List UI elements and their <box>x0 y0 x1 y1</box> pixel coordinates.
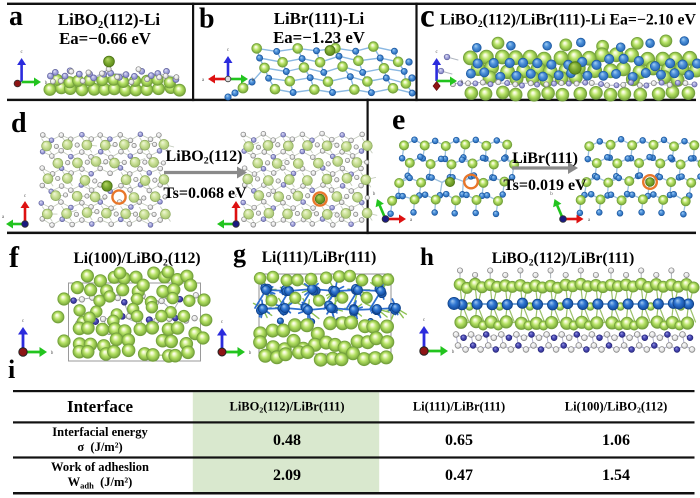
svg-text:Interface: Interface <box>67 397 134 416</box>
svg-text:2.09: 2.09 <box>273 467 301 484</box>
svg-text:σ (J/m²): σ (J/m²) <box>77 440 122 454</box>
svg-text:c: c <box>420 0 435 35</box>
svg-text:LiBO2(112)-Li: LiBO2(112)-Li <box>58 10 161 31</box>
svg-text:b: b <box>550 192 553 197</box>
svg-text:LiBr(111)-Li: LiBr(111)-Li <box>274 9 365 28</box>
svg-text:LiBO2(112)/LiBr(111): LiBO2(112)/LiBr(111) <box>492 250 635 269</box>
svg-text:a: a <box>588 218 591 223</box>
svg-text:Ea=−1.23 eV: Ea=−1.23 eV <box>273 28 365 47</box>
svg-text:LiBO2(112)/LiBr(111)-Li Ea=−2.: LiBO2(112)/LiBr(111)-Li Ea=−2.10 eV <box>440 12 697 31</box>
svg-text:a: a <box>202 78 205 83</box>
svg-text:LiBO2(112): LiBO2(112) <box>166 148 243 167</box>
svg-text:0.48: 0.48 <box>273 432 301 449</box>
svg-text:1.54: 1.54 <box>602 467 630 484</box>
svg-text:0.47: 0.47 <box>445 467 473 484</box>
svg-text:i: i <box>8 355 15 384</box>
svg-text:Wadh (J/m²): Wadh (J/m²) <box>68 475 133 491</box>
svg-text:f: f <box>9 241 20 274</box>
svg-text:Interfacial energy: Interfacial energy <box>52 425 148 439</box>
svg-text:b: b <box>199 4 215 35</box>
svg-text:Li(100)/LiBO2(112): Li(100)/LiBO2(112) <box>565 400 668 415</box>
svg-text:b: b <box>51 351 54 356</box>
svg-text:Ea=−0.66 eV: Ea=−0.66 eV <box>59 29 151 48</box>
svg-text:Ts=0.019 eV: Ts=0.019 eV <box>503 177 587 194</box>
svg-text:b: b <box>461 80 464 85</box>
svg-text:b: b <box>252 78 255 83</box>
svg-text:Li(111)/LiBr(111): Li(111)/LiBr(111) <box>262 249 377 266</box>
svg-text:c: c <box>22 319 25 324</box>
svg-text:d: d <box>11 108 27 139</box>
svg-text:h: h <box>420 244 434 271</box>
svg-text:1.06: 1.06 <box>602 432 630 449</box>
svg-text:b: b <box>452 350 455 355</box>
svg-text:c: c <box>227 48 230 53</box>
svg-text:b: b <box>373 192 376 197</box>
svg-text:Ts=0.068 eV: Ts=0.068 eV <box>163 185 247 202</box>
svg-text:b: b <box>45 81 48 86</box>
svg-text:c: c <box>423 318 426 323</box>
svg-text:Li(111)/LiBr(111): Li(111)/LiBr(111) <box>413 400 505 414</box>
svg-text:e: e <box>392 103 405 136</box>
svg-text:c: c <box>20 50 23 55</box>
svg-text:Li(100)/LiBO2(112): Li(100)/LiBO2(112) <box>73 250 200 269</box>
svg-text:c: c <box>221 320 224 325</box>
svg-text:b: b <box>249 351 252 356</box>
svg-text:LiBr(111): LiBr(111) <box>512 150 578 167</box>
svg-text:0.65: 0.65 <box>445 432 473 449</box>
svg-text:c: c <box>435 50 438 55</box>
svg-text:Work of adheslion: Work of adheslion <box>51 460 149 474</box>
svg-text:a: a <box>410 218 413 223</box>
svg-text:c: c <box>24 194 27 199</box>
svg-text:g: g <box>233 239 246 268</box>
svg-text:a: a <box>9 1 23 32</box>
svg-text:LiBO2(112)/LiBr(111): LiBO2(112)/LiBr(111) <box>229 400 344 415</box>
svg-text:a: a <box>2 215 5 220</box>
svg-text:c: c <box>235 194 238 199</box>
